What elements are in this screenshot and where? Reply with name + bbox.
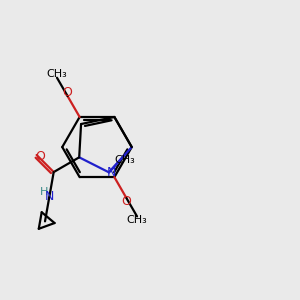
Text: N: N bbox=[45, 190, 55, 203]
Text: CH₃: CH₃ bbox=[114, 155, 135, 165]
Text: O: O bbox=[35, 150, 45, 163]
Text: O: O bbox=[63, 86, 73, 99]
Text: H: H bbox=[40, 187, 48, 197]
Text: O: O bbox=[122, 195, 131, 208]
Text: N: N bbox=[106, 166, 116, 179]
Text: CH₃: CH₃ bbox=[127, 215, 147, 225]
Text: CH₃: CH₃ bbox=[46, 69, 67, 79]
